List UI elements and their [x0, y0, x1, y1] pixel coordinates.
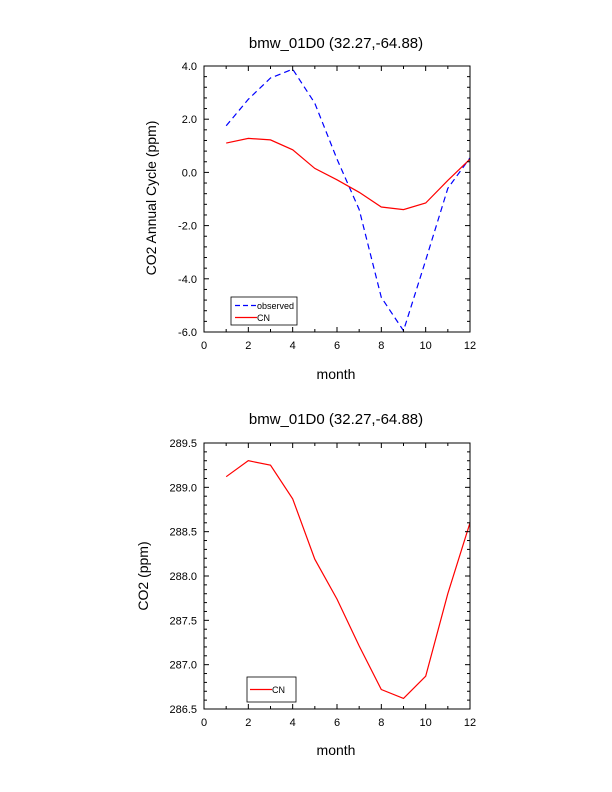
- y-axis-label: CO2 Annual Cycle (ppm): [143, 121, 159, 276]
- annual-cycle-panel: bmw_01D0 (32.27,-64.88) CO2 Annual Cycle…: [143, 35, 476, 382]
- legend: CN: [246, 676, 297, 703]
- x-tick-label: 4: [290, 717, 296, 729]
- y-tick-label: 2.0: [182, 114, 197, 126]
- series-line-observed: [225, 68, 471, 333]
- panel-title: bmw_01D0 (32.27,-64.88): [249, 35, 423, 52]
- co2-panel: bmw_01D0 (32.27,-64.88) CO2 (ppm) month …: [135, 411, 476, 758]
- x-tick-label: 12: [464, 717, 476, 729]
- y-tick-label: -6.0: [178, 327, 197, 339]
- y-tick-label: -2.0: [178, 221, 197, 233]
- y-axis-label: CO2 (ppm): [135, 541, 151, 610]
- x-tick-label: 4: [290, 340, 296, 352]
- y-tick-label: 286.5: [169, 704, 197, 716]
- x-tick-label: 8: [378, 340, 384, 352]
- x-tick-label: 12: [464, 340, 476, 352]
- y-tick-label: 288.0: [169, 571, 197, 583]
- x-tick-label: 10: [420, 340, 432, 352]
- plot-frame: [203, 65, 471, 333]
- series-line-cn: [226, 137, 471, 211]
- x-tick-label: 6: [334, 340, 340, 352]
- y-tick-label: 288.5: [169, 527, 197, 539]
- plot-area: [225, 460, 471, 700]
- x-tick-label: 0: [201, 340, 207, 352]
- tick-marks: 0 2 4 6 8 10 12 -6.0 -4.0 -2.0 0.0 2.0 4.0: [178, 61, 476, 352]
- y-tick-label: 289.0: [169, 482, 197, 494]
- series-line-cn: [225, 460, 471, 700]
- legend: observed CN: [230, 296, 298, 326]
- tick-marks: 0 2 4 6 8 10 12 286.5 287.0 287.5 288.0 288.5 289.0 2…: [169, 438, 476, 729]
- y-tick-label: 287.5: [169, 615, 197, 627]
- x-axis-label: month: [317, 742, 356, 758]
- plot-frame: [203, 442, 471, 710]
- y-tick-label: 0.0: [182, 167, 197, 179]
- legend-label-observed: observed: [257, 301, 294, 311]
- x-tick-label: 8: [378, 717, 384, 729]
- x-tick-label: 6: [334, 717, 340, 729]
- x-tick-label: 0: [201, 717, 207, 729]
- y-tick-label: 289.5: [169, 438, 197, 450]
- x-axis-label: month: [317, 366, 356, 382]
- y-tick-label: 4.0: [182, 61, 197, 73]
- legend-box: [230, 296, 298, 326]
- panel-title: bmw_01D0 (32.27,-64.88): [249, 411, 423, 428]
- legend-label-cn: CN: [257, 313, 270, 323]
- plot-area: [225, 68, 471, 333]
- x-tick-label: 2: [245, 340, 251, 352]
- legend-label-cn: CN: [272, 685, 285, 695]
- y-tick-label: 287.0: [169, 660, 197, 672]
- x-tick-label: 2: [245, 717, 251, 729]
- x-tick-label: 10: [420, 717, 432, 729]
- y-tick-label: -4.0: [178, 274, 197, 286]
